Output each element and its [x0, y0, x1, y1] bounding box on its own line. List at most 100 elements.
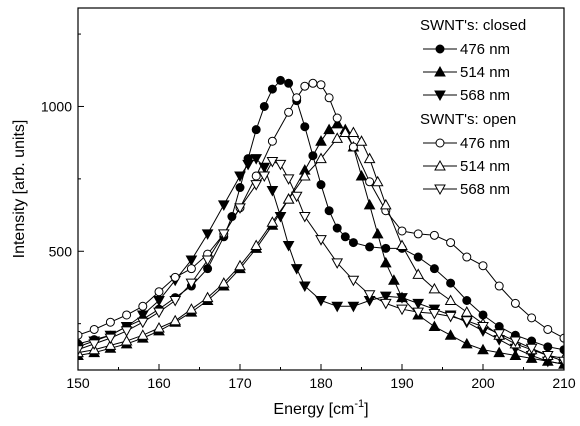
data-point — [282, 240, 295, 252]
data-point — [282, 193, 295, 204]
data-point — [284, 107, 294, 117]
data-point — [234, 203, 246, 214]
legend-entry: 476 nm — [460, 135, 510, 152]
data-point — [251, 125, 261, 135]
legend-marker — [434, 184, 446, 196]
data-point — [396, 239, 408, 250]
data-point — [347, 301, 360, 313]
data-point — [477, 343, 489, 355]
legend-entry: 568 nm — [460, 181, 510, 198]
data-point — [234, 171, 246, 182]
data-point — [292, 93, 302, 103]
data-point — [78, 330, 83, 340]
data-point — [371, 227, 384, 239]
y-axis-label: Intensity [arb. units] — [11, 120, 28, 259]
data-point — [300, 122, 310, 132]
data-point — [136, 310, 149, 322]
x-axis-label-superscript: -1 — [354, 398, 364, 410]
data-point — [267, 84, 277, 94]
data-point — [267, 136, 277, 146]
data-point — [250, 180, 263, 191]
data-point — [460, 306, 473, 317]
data-point — [274, 159, 287, 171]
data-point — [477, 322, 489, 333]
data-point — [525, 343, 538, 355]
legend-heading: SWNT's: open — [420, 111, 516, 128]
data-point — [339, 126, 352, 138]
data-point — [460, 337, 473, 349]
data-point — [316, 180, 326, 190]
data-point — [315, 295, 327, 307]
data-point — [510, 298, 520, 308]
data-point — [323, 123, 335, 135]
data-point — [429, 264, 439, 274]
data-point — [413, 229, 423, 239]
data-point — [138, 301, 148, 311]
data-point — [315, 235, 327, 246]
legend: SWNT's: closed 476 nm 514 nm 568 nm SWNT's: … — [420, 17, 526, 198]
data-point — [316, 80, 326, 90]
data-point — [379, 256, 392, 268]
data-point — [217, 229, 230, 240]
data-point — [120, 326, 133, 337]
x-axis-label-end: ] — [364, 401, 368, 418]
data-point — [412, 307, 425, 319]
data-point — [558, 356, 564, 368]
data-point — [217, 200, 230, 211]
data-point — [462, 295, 472, 305]
data-point — [308, 78, 318, 88]
data-point — [290, 264, 303, 275]
legend-entry: 476 nm — [460, 41, 510, 58]
x-tick-label: 210 — [552, 375, 576, 391]
data-point — [396, 293, 408, 304]
data-point — [290, 191, 303, 203]
data-point — [541, 351, 554, 362]
data-point — [154, 287, 164, 297]
x-tick-label: 160 — [147, 375, 171, 391]
data-point — [478, 261, 488, 271]
data-point — [201, 255, 214, 266]
data-point — [379, 298, 392, 310]
data-point — [444, 294, 457, 305]
data-point — [185, 278, 198, 290]
data-point — [559, 345, 564, 355]
x-tick-label: 190 — [390, 375, 414, 391]
data-point — [340, 232, 350, 242]
data-point — [355, 135, 368, 146]
data-point — [493, 346, 506, 358]
data-point — [242, 159, 254, 171]
data-point — [397, 226, 407, 236]
legend-entry: 514 nm — [460, 64, 510, 81]
data-point — [331, 301, 344, 313]
data-point — [298, 281, 311, 293]
data-point — [104, 333, 117, 345]
data-point — [259, 101, 269, 111]
data-point — [315, 135, 327, 146]
data-point — [169, 295, 182, 307]
data-point — [365, 242, 375, 252]
data-point — [428, 282, 441, 294]
data-point — [217, 277, 230, 288]
data-point — [136, 317, 149, 329]
data-point — [78, 345, 84, 356]
data-point — [276, 75, 285, 85]
data-point — [347, 126, 360, 138]
data-point — [428, 320, 441, 332]
data-point — [298, 169, 311, 181]
data-point — [371, 175, 384, 187]
data-point — [266, 185, 279, 197]
data-point — [324, 206, 334, 216]
data-point — [89, 324, 99, 334]
data-point — [258, 162, 271, 174]
data-point — [412, 268, 425, 279]
data-point — [284, 78, 294, 88]
data-point — [298, 212, 311, 223]
data-point — [559, 333, 564, 343]
data-point — [266, 216, 279, 227]
data-point — [347, 275, 360, 287]
data-point — [444, 329, 457, 340]
data-point — [379, 291, 392, 303]
data-point — [104, 339, 117, 350]
data-point — [201, 291, 214, 303]
